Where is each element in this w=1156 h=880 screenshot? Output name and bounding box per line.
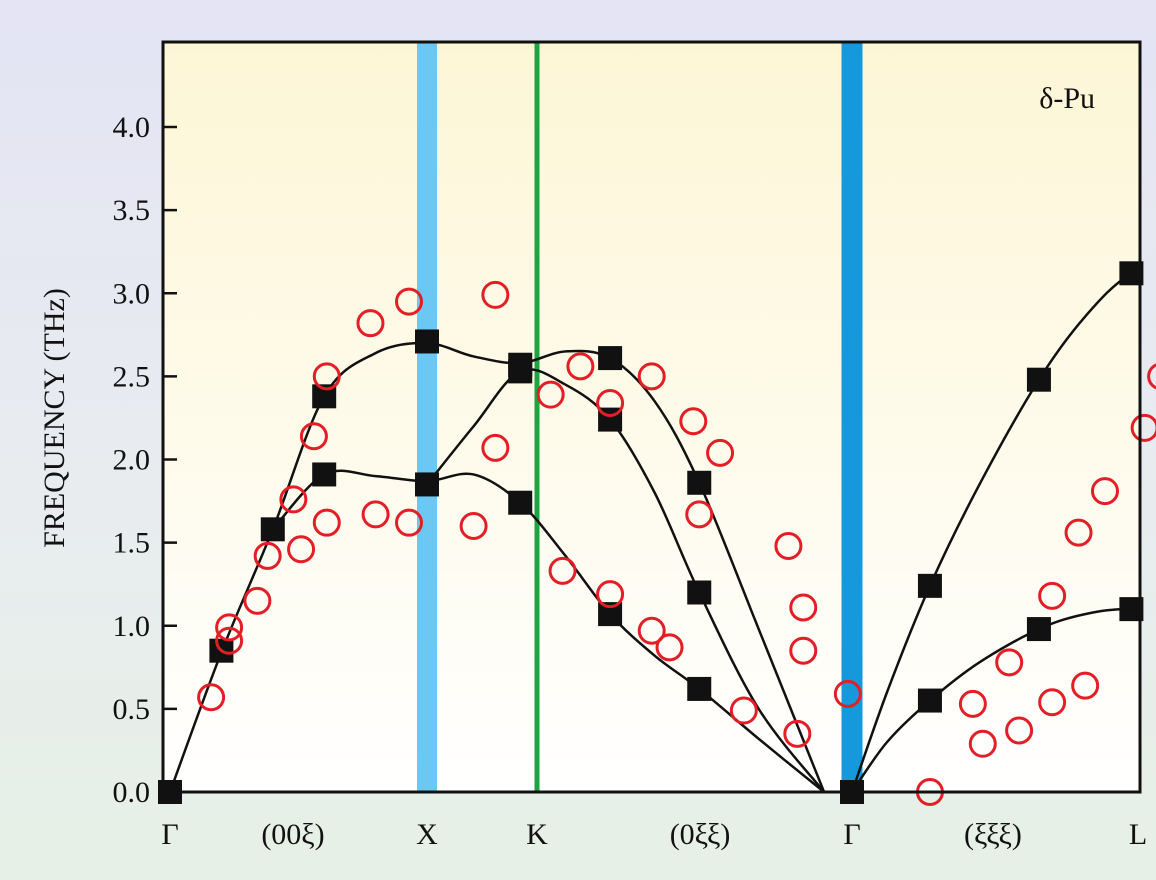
open-circle-point: [395, 287, 424, 316]
open-circle-point: [395, 508, 424, 537]
filled-square-point: [415, 472, 439, 497]
open-circle-point: [279, 485, 308, 514]
open-circle-point: [783, 719, 812, 748]
y-tick-label: 2.5: [113, 360, 151, 393]
y-axis-label: FREQUENCY (THz): [38, 288, 71, 548]
open-circle-point: [536, 380, 565, 409]
filled-square-point: [260, 517, 285, 542]
filled-square-point: [508, 359, 533, 384]
y-tick-label: 4.0: [113, 111, 151, 144]
sample-annotation: δ-Pu: [1039, 82, 1095, 115]
open-circle-point: [685, 500, 714, 529]
open-circle-point: [679, 407, 708, 436]
direction-label: (ξξξ): [964, 818, 1022, 851]
open-circle-point: [596, 388, 625, 417]
open-circle-point: [481, 433, 510, 462]
open-circle-point: [789, 636, 818, 665]
dispersion-curve-1: [168, 341, 826, 792]
filled-square-point: [1026, 367, 1051, 392]
direction-label: (0ξξ): [670, 818, 731, 851]
y-tick-label: 1.5: [113, 527, 151, 560]
open-circle-point: [1038, 688, 1067, 717]
filled-square-point: [598, 346, 623, 371]
filled-square-point: [687, 470, 712, 495]
dispersion-curve-3: [426, 368, 826, 792]
open-circle-point: [958, 689, 987, 718]
open-circle-point: [833, 679, 862, 708]
open-circle-point: [789, 593, 818, 622]
open-circle-point: [596, 580, 625, 609]
y-tick-label: 3.5: [113, 194, 151, 227]
open-circle-point: [215, 626, 244, 655]
filled-square-point: [415, 329, 439, 354]
open-circle-point: [566, 352, 595, 381]
direction-label: (00ξ): [261, 818, 324, 851]
filled-square-point: [687, 580, 712, 605]
x-point-label: X: [416, 818, 438, 851]
open-circle-point: [548, 556, 577, 585]
open-circle-point: [995, 648, 1024, 677]
open-circle-point: [299, 422, 328, 451]
calculated-curves: [168, 266, 1140, 792]
open-circle-point: [1090, 477, 1119, 506]
y-axis: 0.0 0.5 1.0 1.5 2.0 2.5 3.0 3.5 4.0: [113, 111, 177, 809]
data-markers: [158, 261, 1156, 806]
symmetry-line-gamma: [841, 42, 863, 792]
plot-frame: [161, 40, 1142, 794]
open-circle-point: [706, 438, 735, 467]
y-tick-label: 1.0: [113, 610, 151, 643]
open-circle-point: [253, 541, 282, 570]
filled-square-point: [917, 688, 942, 713]
open-circle-point: [312, 508, 341, 537]
open-circle-point: [1071, 671, 1100, 700]
open-circle-point: [312, 362, 341, 391]
x-point-label: Γ: [161, 818, 178, 851]
open-circle-point: [774, 531, 803, 560]
y-tick-label: 0.5: [113, 693, 151, 726]
open-circle-point: [655, 633, 684, 662]
symmetry-line-k: [534, 42, 540, 792]
open-circle-point: [287, 535, 316, 564]
open-circle-point: [356, 309, 385, 338]
open-circle-point: [1038, 581, 1067, 610]
y-tick-label: 0.0: [113, 776, 151, 809]
x-point-label: Γ: [843, 818, 860, 851]
filled-square-point: [687, 676, 712, 701]
open-circle-point: [1130, 413, 1156, 442]
open-circle-point: [1064, 518, 1093, 547]
filled-square-point: [917, 573, 942, 598]
filled-square-point: [508, 490, 533, 515]
y-tick-label: 2.0: [113, 444, 151, 477]
open-circle-point: [637, 616, 666, 645]
open-circle-point: [197, 683, 226, 712]
y-tick-label: 3.0: [113, 277, 151, 310]
symmetry-line-x: [417, 42, 437, 792]
open-circle-point: [729, 696, 758, 725]
filled-square-point: [1026, 617, 1051, 642]
dispersion-curve-2: [271, 469, 825, 792]
open-circle-point: [243, 586, 272, 615]
x-axis: Γ X K Γ L (00ξ) (0ξξ) (ξξξ): [161, 818, 1147, 851]
plot-area: [163, 42, 1140, 792]
filled-square-point: [312, 462, 337, 487]
open-circle-point: [637, 362, 666, 391]
open-circle-point: [459, 512, 488, 540]
open-circle-point: [215, 613, 244, 642]
open-circle-point: [968, 729, 997, 758]
x-point-label: L: [1129, 818, 1147, 851]
open-circle-point: [361, 500, 390, 529]
symmetry-lines: [417, 42, 863, 792]
open-circle-point: [1147, 363, 1156, 390]
dispersion-curve-4: [850, 266, 1140, 792]
x-point-label: K: [526, 818, 548, 851]
open-circle-point: [1005, 716, 1034, 745]
open-circle-point: [481, 280, 510, 309]
